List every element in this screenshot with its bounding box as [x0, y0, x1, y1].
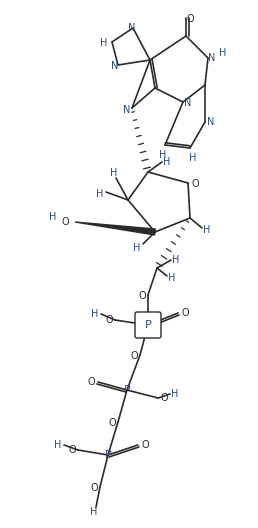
Text: H: H [49, 212, 57, 222]
Text: P: P [124, 385, 130, 395]
Text: O: O [181, 308, 189, 318]
Text: H: H [90, 507, 98, 517]
Text: H: H [171, 389, 179, 399]
Text: H: H [110, 168, 118, 178]
Text: H: H [203, 225, 211, 235]
Polygon shape [75, 222, 155, 235]
Text: N: N [208, 53, 216, 63]
Text: H: H [96, 189, 104, 199]
Text: H: H [133, 243, 141, 253]
Text: O: O [87, 377, 95, 387]
Text: H: H [189, 153, 197, 163]
Text: N: N [111, 61, 119, 71]
Text: H: H [91, 309, 99, 319]
Text: H: H [54, 440, 62, 450]
Text: O: O [61, 217, 69, 227]
Text: H: H [219, 48, 227, 58]
Text: H: H [159, 150, 167, 160]
Text: N: N [128, 23, 136, 33]
FancyBboxPatch shape [135, 312, 161, 338]
Text: O: O [160, 393, 168, 403]
Text: O: O [141, 440, 149, 450]
Text: O: O [108, 418, 116, 428]
Text: O: O [130, 351, 138, 361]
Text: H: H [163, 157, 171, 167]
Text: O: O [90, 483, 98, 493]
Text: N: N [184, 98, 192, 108]
Text: O: O [191, 179, 199, 189]
Text: P: P [145, 320, 151, 330]
Text: H: H [100, 38, 108, 48]
Text: H: H [172, 255, 180, 265]
Text: O: O [138, 291, 146, 301]
Text: O: O [105, 315, 113, 325]
Text: N: N [207, 117, 215, 127]
Text: P: P [105, 450, 111, 460]
Text: O: O [186, 14, 194, 24]
Text: N: N [123, 105, 131, 115]
Text: H: H [168, 273, 176, 283]
Text: O: O [68, 445, 76, 455]
